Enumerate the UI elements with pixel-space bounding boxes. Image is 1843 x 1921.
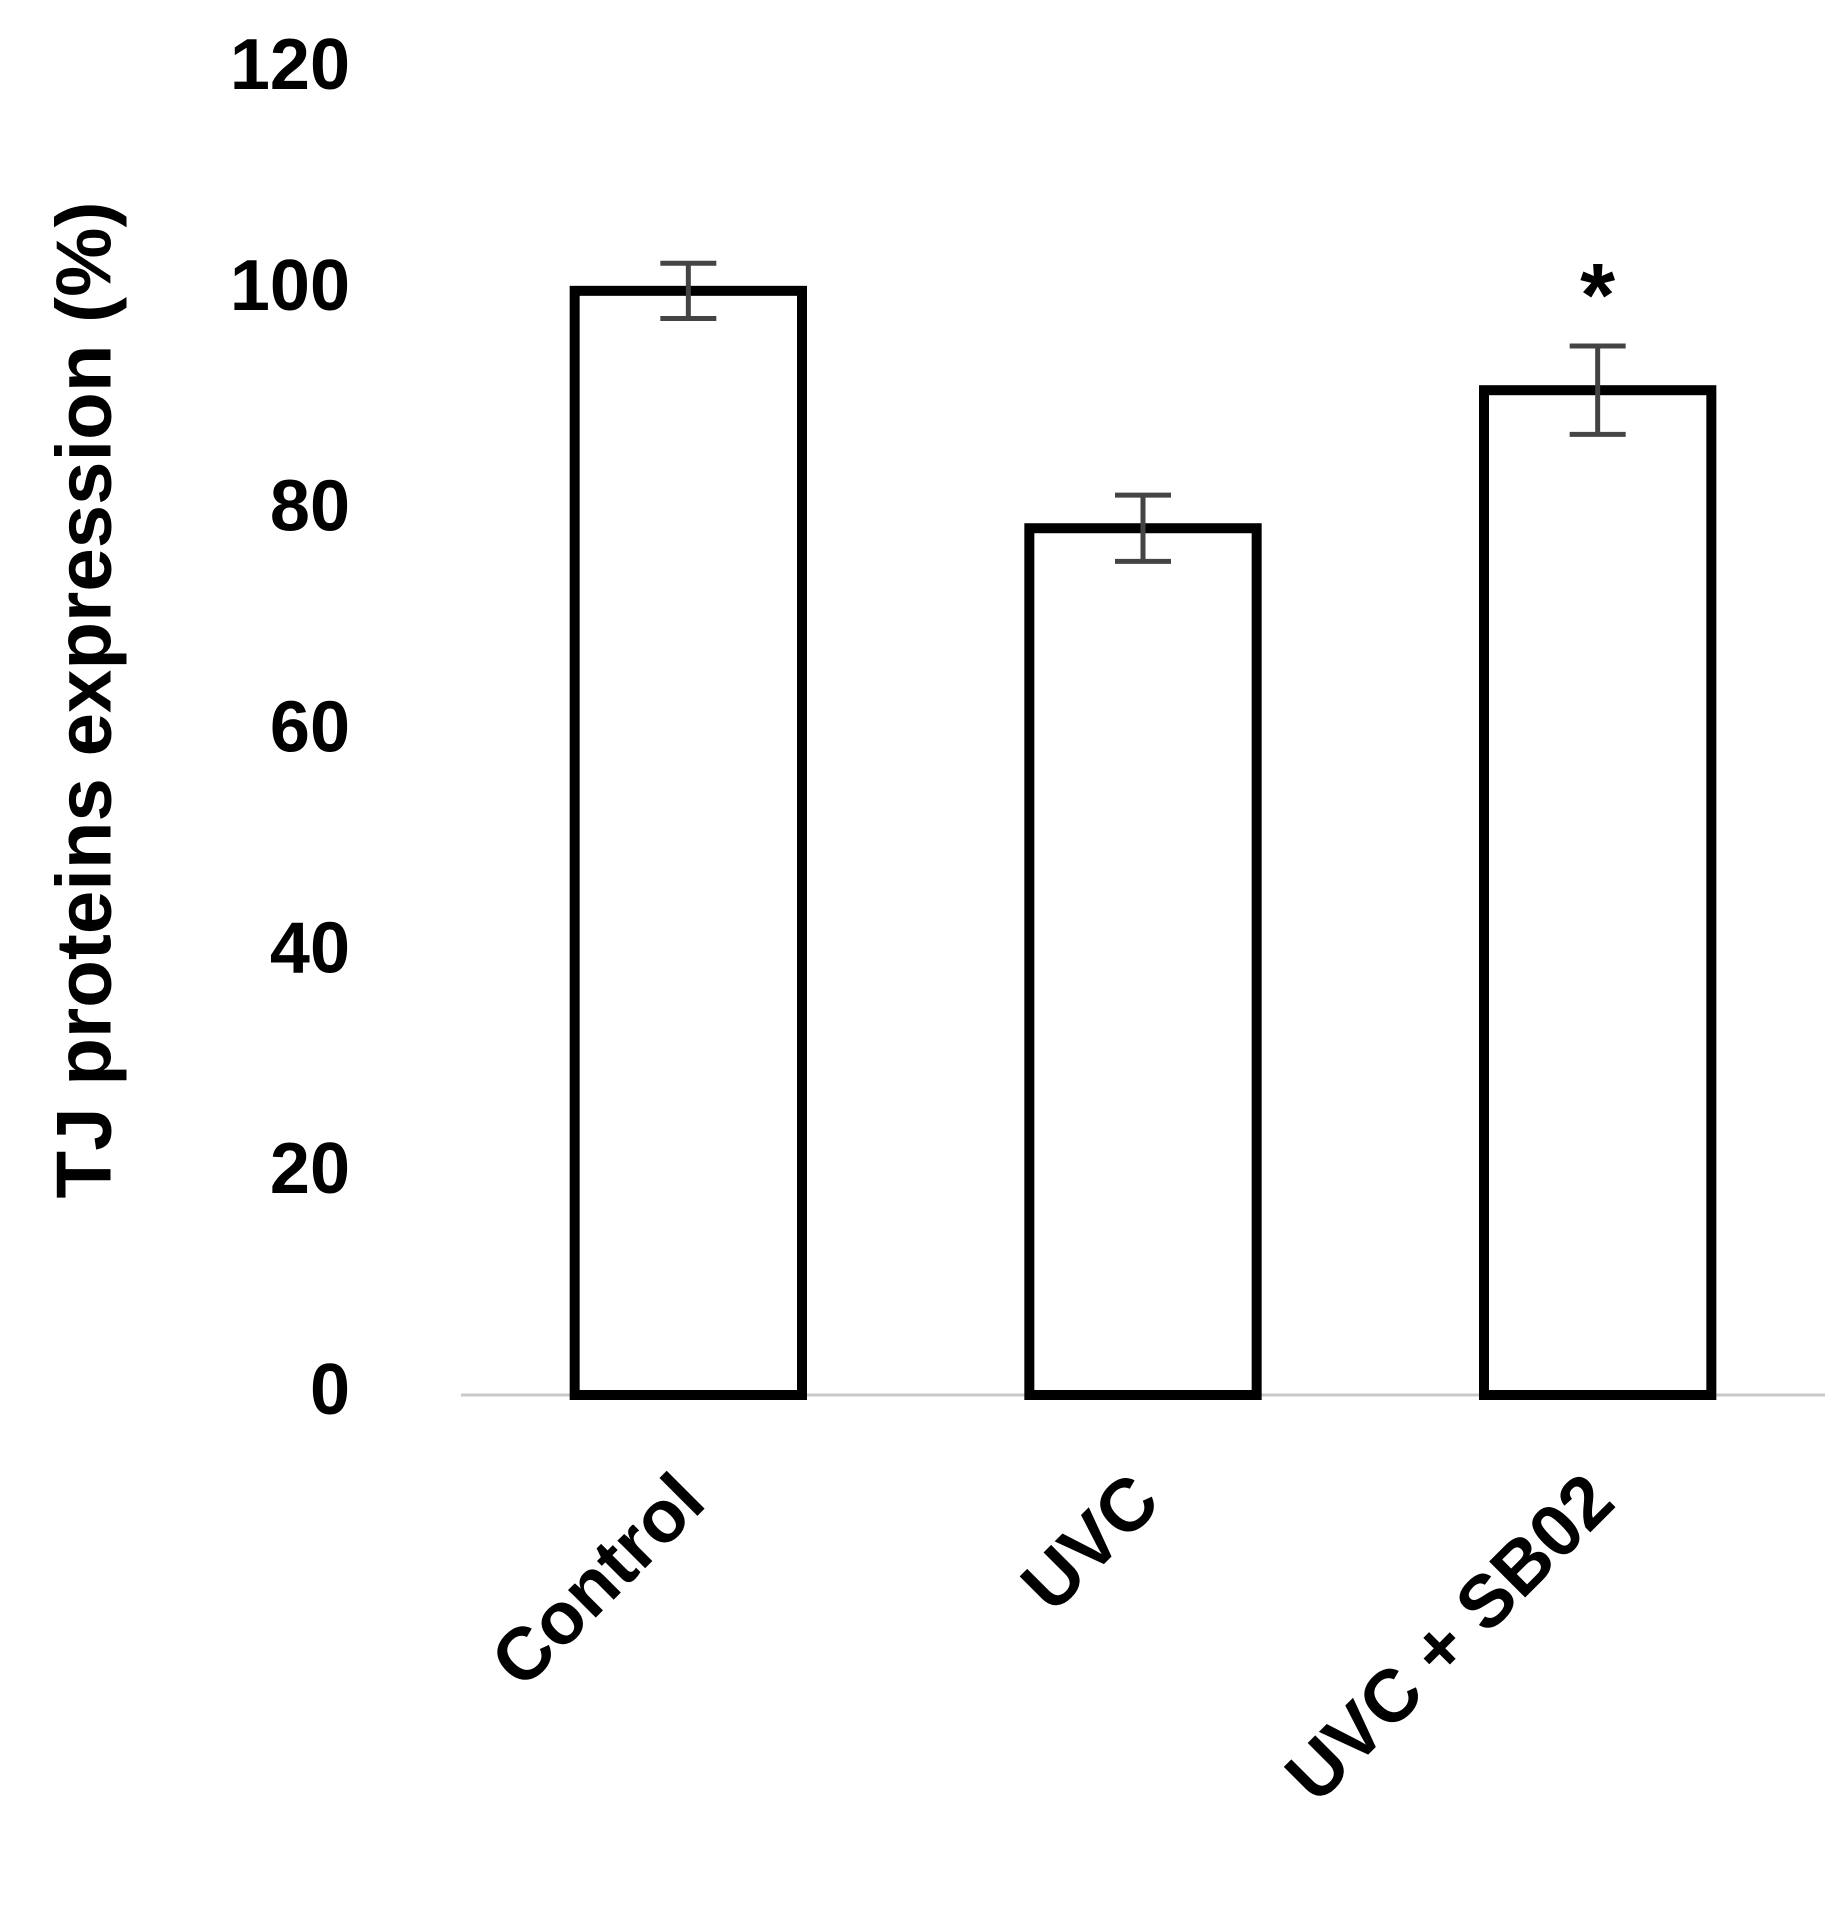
x-tick-label: Control <box>475 1458 720 1703</box>
x-tick-label: UVC <box>1005 1458 1174 1627</box>
bar <box>1479 385 1717 1401</box>
y-tick-label: 60 <box>270 688 350 768</box>
y-axis-label: TJ proteins expression (%) <box>40 202 128 1199</box>
error-bar <box>1115 492 1171 564</box>
y-tick-label: 80 <box>270 467 350 547</box>
y-tick-label: 0 <box>310 1350 350 1430</box>
error-bar <box>660 260 717 321</box>
error-bar <box>1569 343 1626 437</box>
x-tick-label: UVC + SB02 <box>1269 1458 1629 1818</box>
bar <box>569 285 808 1400</box>
y-tick-label: 100 <box>230 246 350 326</box>
y-tick-label: 40 <box>270 908 350 988</box>
significance-marker: * <box>1580 246 1615 346</box>
bar <box>1024 523 1262 1400</box>
y-tick-label: 20 <box>270 1129 350 1209</box>
y-tick-label: 120 <box>230 25 350 105</box>
